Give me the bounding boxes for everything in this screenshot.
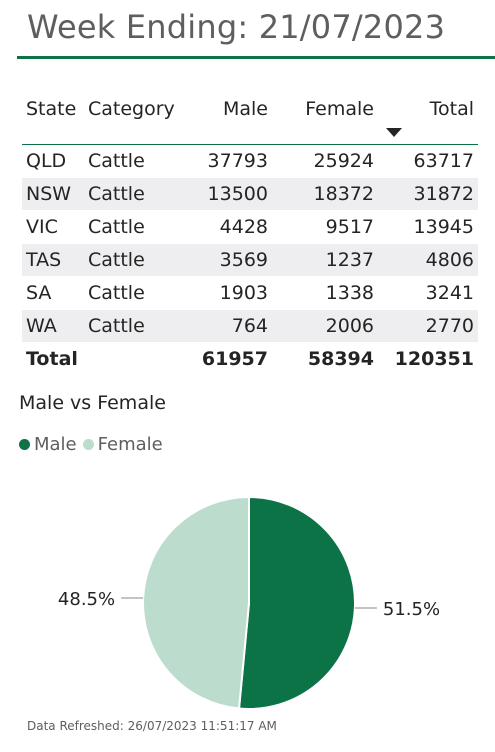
legend-dot-male — [19, 439, 30, 450]
total-female: 58394 — [272, 342, 378, 375]
data-refreshed-text: Data Refreshed: 26/07/2023 11:51:17 AM — [27, 719, 277, 733]
column-header-category[interactable]: Category — [84, 98, 192, 145]
chart-legend: Male Female — [19, 434, 169, 455]
table-row[interactable]: VIC Cattle 4428 9517 13945 — [22, 210, 478, 244]
title-divider — [17, 56, 495, 59]
total-total: 120351 — [378, 342, 478, 375]
cell-female: 2006 — [272, 309, 378, 343]
cell-total: 2770 — [378, 309, 478, 343]
table-header-row: State Category Male Female Total — [22, 98, 478, 145]
total-male: 61957 — [192, 342, 272, 375]
legend-label-female: Female — [97, 434, 163, 455]
cell-state: QLD — [22, 144, 84, 178]
cell-total: 3241 — [378, 276, 478, 310]
cell-female: 1237 — [272, 243, 378, 277]
column-header-total[interactable]: Total — [378, 98, 478, 145]
cell-category: Cattle — [84, 144, 192, 178]
table-row[interactable]: TAS Cattle 3569 1237 4806 — [22, 243, 478, 277]
sort-descending-icon — [386, 128, 402, 137]
cell-male: 3569 — [192, 243, 272, 277]
cell-state: WA — [22, 309, 84, 343]
table-total-row: Total 61957 58394 120351 — [22, 342, 478, 375]
pie-chart[interactable]: 51.5% 48.5% — [0, 470, 495, 715]
total-label: Total — [22, 342, 84, 375]
cell-total: 13945 — [378, 210, 478, 244]
total-category — [84, 342, 192, 375]
legend-label-male: Male — [34, 434, 77, 455]
cell-female: 1338 — [272, 276, 378, 310]
page-title: Week Ending: 21/07/2023 — [27, 8, 446, 46]
cell-female: 25924 — [272, 144, 378, 178]
cell-state: TAS — [22, 243, 84, 277]
legend-dot-female — [82, 439, 94, 450]
cell-state: VIC — [22, 210, 84, 244]
table-row[interactable]: QLD Cattle 37793 25924 63717 — [22, 144, 478, 178]
cell-total: 4806 — [378, 243, 478, 277]
cell-category: Cattle — [84, 177, 192, 211]
cell-male: 13500 — [192, 177, 272, 211]
cell-total: 31872 — [378, 177, 478, 211]
pie-slice-male[interactable] — [237, 495, 356, 710]
cell-female: 9517 — [272, 210, 378, 244]
table-row[interactable]: SA Cattle 1903 1338 3241 — [22, 276, 478, 310]
cell-male: 764 — [192, 309, 272, 343]
legend-item-male[interactable]: Male — [19, 434, 77, 455]
column-header-female[interactable]: Female — [272, 98, 378, 145]
cell-category: Cattle — [84, 309, 192, 343]
cell-male: 4428 — [192, 210, 272, 244]
column-header-total-label: Total — [429, 98, 474, 120]
data-table-visual[interactable]: State Category Male Female Total QLD Catt… — [22, 98, 478, 375]
state-table: State Category Male Female Total QLD Catt… — [22, 98, 478, 375]
cell-male: 1903 — [192, 276, 272, 310]
column-header-state[interactable]: State — [22, 98, 84, 145]
table-row[interactable]: WA Cattle 764 2006 2770 — [22, 309, 478, 343]
pie-slice-female[interactable] — [142, 495, 250, 710]
cell-category: Cattle — [84, 276, 192, 310]
cell-total: 63717 — [378, 144, 478, 178]
pie-data-label-female: 48.5% — [58, 589, 115, 610]
pie-data-label-male: 51.5% — [383, 599, 440, 620]
table-row[interactable]: NSW Cattle 13500 18372 31872 — [22, 177, 478, 211]
cell-female: 18372 — [272, 177, 378, 211]
cell-state: SA — [22, 276, 84, 310]
cell-state: NSW — [22, 177, 84, 211]
column-header-male[interactable]: Male — [192, 98, 272, 145]
chart-title: Male vs Female — [19, 392, 166, 414]
cell-male: 37793 — [192, 144, 272, 178]
cell-category: Cattle — [84, 243, 192, 277]
legend-item-female[interactable]: Female — [82, 434, 163, 455]
cell-category: Cattle — [84, 210, 192, 244]
table-body: QLD Cattle 37793 25924 63717 NSW Cattle 13500 18… — [22, 144, 478, 343]
